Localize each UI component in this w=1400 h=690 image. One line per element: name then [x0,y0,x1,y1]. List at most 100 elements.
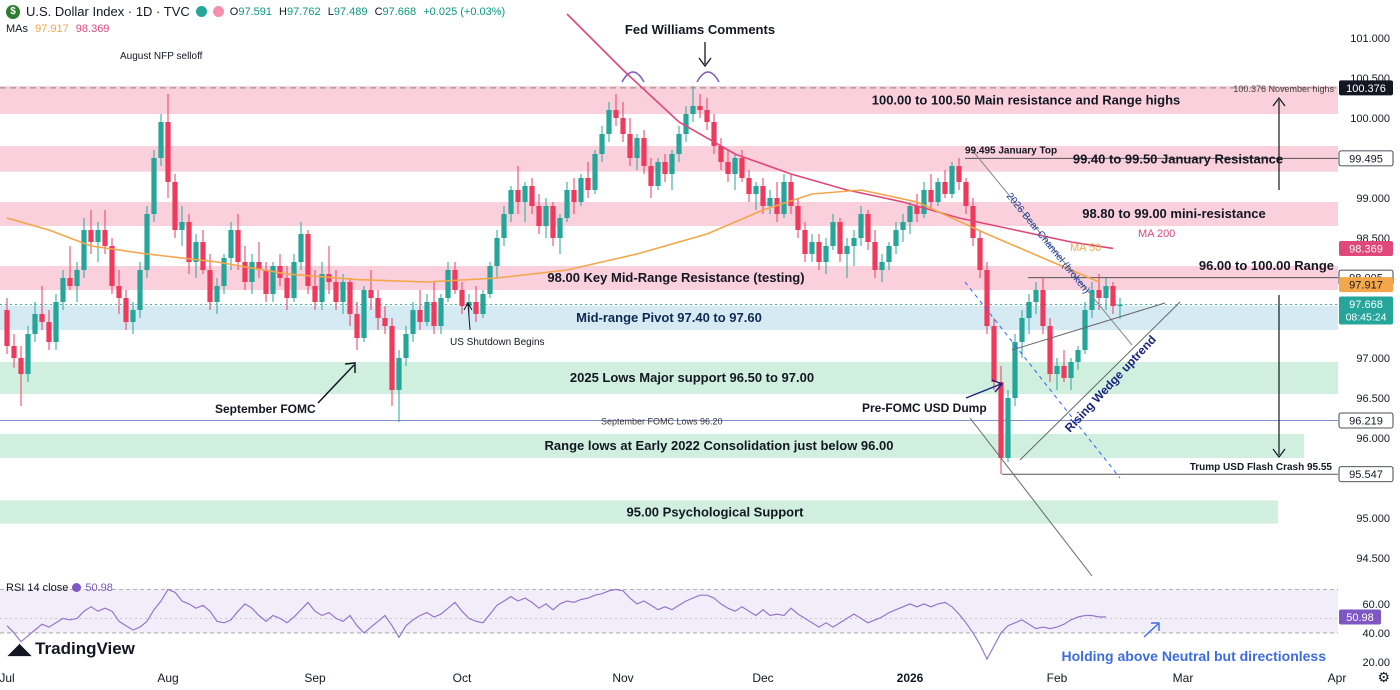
time-tick-label: Feb [1047,671,1068,685]
candle-body [816,242,822,262]
candle-body [956,166,962,182]
close-value: 97.668 [382,5,417,18]
candle-body [935,182,941,202]
low-value: 97.489 [333,5,368,18]
time-tick-label: Oct [453,671,472,685]
rsi-legend[interactable]: RSI 14 close 50.98 [6,582,113,594]
open-label: O [229,5,239,18]
candle-body [1110,286,1116,306]
price-badge [1338,466,1394,483]
level-label-trump-usd-flash-crash-95-55: Trump USD Flash Crash 95.55 [1190,462,1333,473]
rsi-value-badge-label: 50.98 [1346,612,1374,624]
candle-body [18,358,24,374]
candle-body [991,326,997,382]
candle-body [473,302,479,314]
candle-body [179,222,185,230]
candle-body [1096,290,1102,298]
rising-wedge-upper [1011,302,1166,351]
low-label: L [327,5,334,18]
bear-channel-upper [971,149,1133,346]
fed-arrow-head [698,57,712,68]
candle-body [46,322,52,342]
range-label: 96.00 to 100.00 Range [1199,258,1334,273]
candle-body [704,110,710,122]
candle-body [942,182,948,194]
tradingview-logo[interactable]: ◢◣ TradingView [8,639,135,659]
candle-body [389,326,395,390]
candle-body [984,270,990,326]
candle-body [438,298,444,326]
candle-body [333,282,339,302]
rsi-label: RSI 14 close [6,582,69,594]
candle-body [340,282,346,302]
candle-body [1019,318,1025,342]
zone-label-2025-lows-major-support-96-50-to-97-00: 2025 Lows Major support 96.50 to 97.00 [570,370,814,385]
time-tick-label: Sep [304,671,326,685]
symbol-title[interactable]: U.S. Dollar Index · 1D · TVC [26,4,190,19]
candle-body [319,274,325,302]
rsi-tick-label: 60.00 [1362,599,1390,611]
candle-body [739,158,745,178]
candle-body [809,242,815,254]
candle-body [900,222,906,230]
ma50-value: 97.917 [35,23,69,35]
candle-body [95,230,101,242]
price-badge-label: 97.917 [1349,280,1383,292]
candle-body [676,134,682,154]
candle-body [732,158,738,174]
ma-legend[interactable]: MAs 97.917 98.369 [6,23,109,35]
price-badge-label: 99.495 [1349,153,1383,165]
time-axis[interactable]: Jul Aug Sep Oct Nov Dec 2026 Feb Mar Apr [0,671,1346,685]
settings-gear-icon[interactable]: ⚙ [1377,669,1390,685]
zone-label-range-lows-at-early-2022-consolidation-just-below-96-00: Range lows at Early 2022 Consolidation j… [545,438,894,453]
candle-body [851,238,857,246]
candle-body [557,218,563,238]
market-open-icon [195,6,207,17]
zone-100-00-to-100-50-main-resistance-and-range-highs [0,86,1338,114]
pre-fomc-annotation: Pre-FOMC USD Dump [862,401,987,415]
us-shutdown-arrow [463,301,473,331]
ohlc-readout: O97.591 H97.762 L97.489 C97.668 +0.025 (… [230,6,509,18]
time-tick-label: Nov [612,671,633,685]
price-badge-label: 100.376 [1346,83,1386,95]
pre-fomc-arrow [965,379,1004,399]
candle-body [536,206,542,226]
candle-body [151,158,157,214]
candle-body [613,110,619,118]
candle-body [725,162,731,174]
candle-body [585,178,591,190]
candle-body [620,118,626,134]
time-tick-label: Mar [1173,671,1194,685]
price-axis[interactable]: 94.50095.00095.50096.00096.50097.00097.5… [1338,33,1394,565]
candle-body [109,246,115,286]
price-tick-label: 97.000 [1356,353,1390,365]
price-badge-label: 95.547 [1349,469,1383,481]
candle-body [116,286,122,298]
candle-body [403,334,409,358]
delay-icon [212,6,224,17]
level-label-100-376-november-highs: 100.376 November highs [1233,84,1334,94]
price-tick-label: 100.000 [1350,113,1390,125]
zone-labels-layer: 100.00 to 100.50 Main resistance and Ran… [545,92,1284,519]
price-badge-label: 96.219 [1349,415,1383,427]
candle-body [648,166,654,186]
candle-body [235,230,241,262]
ma50-line [6,189,1100,283]
rsi-line [6,588,1106,661]
august-nfp-annotation: August NFP selloff [120,51,203,62]
candle-body [354,314,360,338]
ma200-line [566,13,1114,250]
candle-body [501,214,507,238]
zone-label-mid-range-pivot-97-40-to-97-60: Mid-range Pivot 97.40 to 97.60 [576,310,762,325]
candle-body [480,294,486,314]
candle-body [228,230,234,258]
candle-body [256,262,262,270]
candle-body [1068,362,1074,378]
ma200-value: 98.369 [75,23,110,35]
zone-95-00-psychological-support [0,500,1278,524]
rsi-annotation-arrow [1143,622,1160,638]
ma200-chart-label: MA 200 [1138,228,1175,240]
candle-body [1033,290,1039,302]
candle-body [221,258,227,286]
